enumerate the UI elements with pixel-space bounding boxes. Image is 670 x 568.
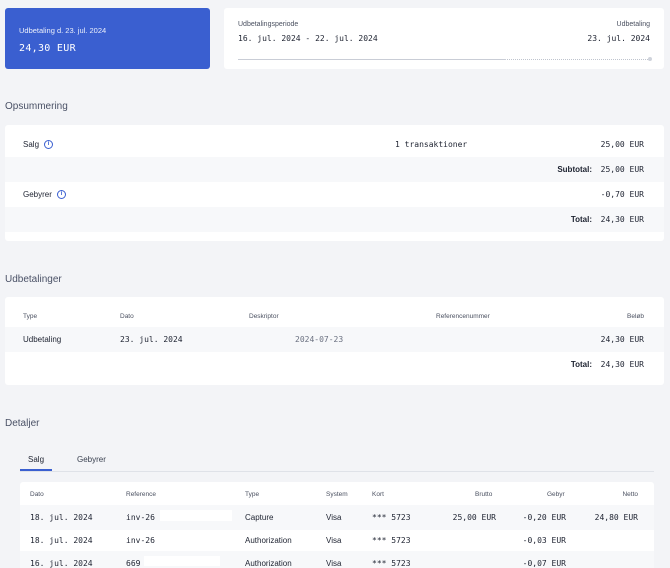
row-card: *** 5723: [372, 513, 411, 522]
table-row[interactable]: 18. jul. 2024 inv-26 Authorization Visa …: [20, 528, 654, 553]
details-col-system: System: [326, 491, 348, 498]
row-type: Authorization: [245, 536, 292, 545]
row-date: 18. jul. 2024: [30, 536, 93, 545]
payouts-col-descriptor: Deskriptor: [249, 313, 279, 320]
details-header-row: Dato Reference Type System Kort Brutto G…: [20, 482, 654, 507]
payouts-total-amount: 24,30 EUR: [600, 360, 644, 369]
details-col-type: Type: [245, 491, 260, 498]
payouts-card: Type Dato Deskriptor Referencenummer Bel…: [5, 297, 664, 385]
row-card: *** 5723: [372, 536, 411, 545]
payout-label-prefix: Udbetaling d.: [19, 26, 64, 35]
row-reference: 669: [126, 559, 141, 568]
payouts-col-type: Type: [23, 313, 38, 320]
row-system: Visa: [326, 513, 342, 522]
details-col-net: Netto: [622, 491, 638, 498]
details-col-gross: Brutto: [475, 491, 493, 498]
subtotal-label: Subtotal:: [557, 165, 592, 174]
payouts-row-date: 23. jul. 2024: [120, 335, 183, 344]
redaction-block: [144, 556, 220, 566]
redaction-block: [160, 510, 232, 521]
details-col-fee: Gebyr: [547, 491, 565, 498]
summary-card: Salg i 1 transaktioner 25,00 EUR Subtotal…: [5, 125, 664, 241]
payouts-total-label: Total:: [570, 360, 592, 369]
summary-title: Opsummering: [5, 101, 68, 112]
row-type: Authorization: [245, 559, 292, 568]
row-fee: -0,03 EUR: [522, 536, 566, 545]
payouts-row-type: Udbetaling: [23, 335, 62, 344]
subtotal-amount: 25,00 EUR: [600, 165, 644, 174]
details-col-date: Dato: [30, 491, 44, 498]
payouts-col-date: Dato: [120, 313, 134, 320]
period-payout-label: Udbetaling: [616, 21, 650, 28]
row-type: Capture: [245, 513, 274, 522]
period-end-dot: [648, 57, 652, 61]
details-title: Detaljer: [5, 418, 40, 429]
payouts-row[interactable]: Udbetaling 23. jul. 2024 2024-07-23 24,3…: [5, 327, 664, 352]
period-progress-track: [238, 57, 652, 61]
period-range: 16. jul. 2024 - 22. jul. 2024: [238, 34, 378, 43]
fees-label: Gebyrer: [23, 189, 52, 199]
sales-amount: 25,00 EUR: [600, 140, 644, 149]
total-label: Total:: [570, 215, 592, 224]
row-fee: -0,07 EUR: [522, 559, 566, 568]
table-row[interactable]: 16. jul. 2024 669 Authorization Visa ***…: [20, 551, 654, 568]
row-system: Visa: [326, 559, 342, 568]
row-net: 24,80 EUR: [594, 513, 638, 522]
period-card: Udbetalingsperiode Udbetaling 16. jul. 2…: [224, 8, 664, 69]
payout-card: Udbetaling d. 23. jul. 2024 24,30 EUR: [5, 8, 210, 69]
summary-row-sales: Salg i 1 transaktioner 25,00 EUR: [5, 132, 664, 157]
row-date: 16. jul. 2024: [30, 559, 93, 568]
row-reference: inv-26: [126, 513, 155, 522]
payouts-total-row: Total: 24,30 EUR: [5, 352, 664, 377]
fees-amount: -0,70 EUR: [600, 190, 644, 199]
details-tabs: Salg Gebyrer: [20, 455, 654, 472]
payout-label-date: 23. jul. 2024: [65, 26, 107, 35]
period-progress-fill: [238, 59, 506, 60]
payouts-header-row: Type Dato Deskriptor Referencenummer Bel…: [5, 304, 664, 329]
sales-label-wrap: Salg i: [23, 139, 54, 150]
summary-row-total: Total: 24,30 EUR: [5, 207, 664, 232]
row-reference: inv-26: [126, 536, 155, 545]
period-payout-date: 23. jul. 2024: [587, 34, 650, 43]
row-gross: 25,00 EUR: [452, 513, 496, 522]
tab-sales[interactable]: Salg: [20, 455, 53, 471]
payouts-row-amount: 24,30 EUR: [600, 335, 644, 344]
payouts-title: Udbetalinger: [5, 274, 62, 285]
row-date: 18. jul. 2024: [30, 513, 93, 522]
tab-fees[interactable]: Gebyrer: [77, 455, 106, 464]
info-icon[interactable]: i: [44, 140, 54, 150]
details-table: Dato Reference Type System Kort Brutto G…: [20, 482, 654, 568]
row-fee: -0,20 EUR: [522, 513, 566, 522]
sales-count: 1 transaktioner: [395, 140, 468, 149]
summary-row-fees: Gebyrer i -0,70 EUR: [5, 182, 664, 207]
period-label: Udbetalingsperiode: [238, 21, 299, 28]
details-col-reference: Reference: [126, 491, 156, 498]
payouts-col-reference: Referencenummer: [436, 313, 490, 320]
payout-label: Udbetaling d. 23. jul. 2024: [19, 26, 196, 35]
sales-label: Salg: [23, 139, 40, 149]
row-system: Visa: [326, 536, 342, 545]
payouts-col-amount: Beløb: [627, 313, 644, 320]
redaction-block: [160, 533, 232, 544]
total-amount: 24,30 EUR: [600, 215, 644, 224]
payout-amount: 24,30 EUR: [19, 43, 76, 54]
payouts-row-descriptor: 2024-07-23: [295, 335, 344, 344]
summary-row-subtotal: Subtotal: 25,00 EUR: [5, 157, 664, 182]
details-col-card: Kort: [372, 491, 384, 498]
table-row[interactable]: 18. jul. 2024 inv-26 Capture Visa *** 57…: [20, 505, 654, 530]
info-icon[interactable]: i: [56, 190, 66, 200]
row-card: *** 5723: [372, 559, 411, 568]
fees-label-wrap: Gebyrer i: [23, 189, 66, 200]
